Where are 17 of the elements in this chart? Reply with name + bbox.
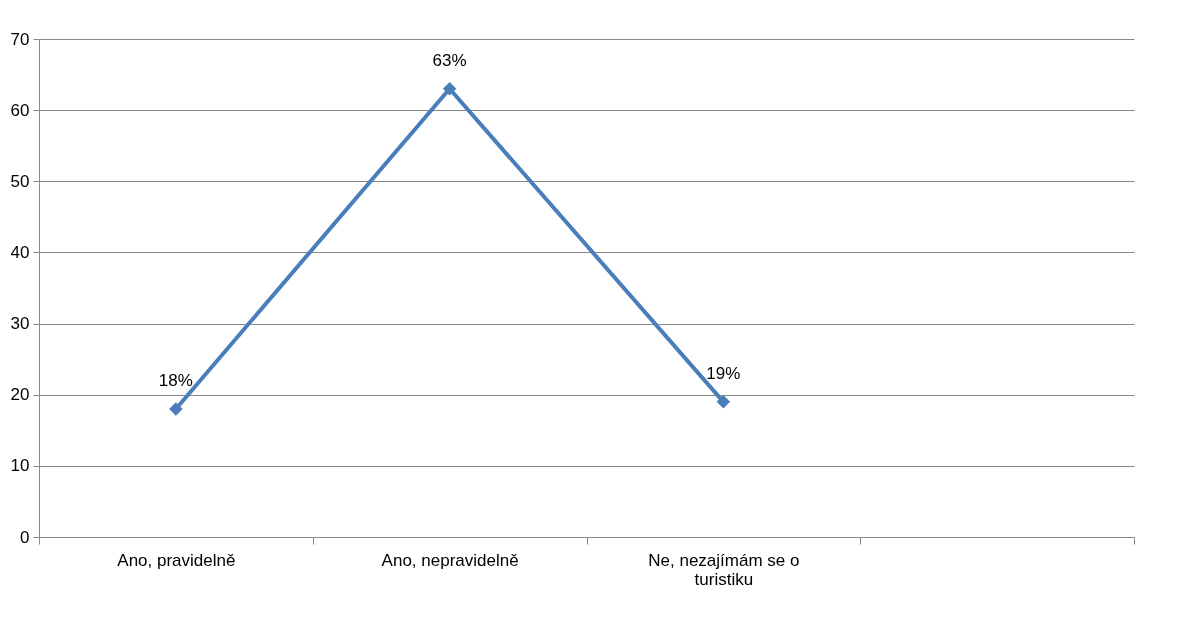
y-tick-label: 50 [10, 171, 30, 191]
x-tick-label: Ne, nezajímám se o turistiku [648, 550, 800, 589]
point [716, 395, 731, 409]
y-tick-label: 30 [10, 314, 30, 334]
y-tick-label: 10 [10, 456, 30, 476]
y-tick-label: 60 [10, 100, 30, 120]
y-tick-label: 40 [10, 242, 30, 262]
data-label: 18% [158, 370, 193, 390]
data-label: 19% [706, 363, 741, 383]
y-tick-label: 20 [10, 385, 30, 405]
data-label: 63% [432, 50, 467, 70]
point [442, 82, 457, 96]
y-tick-label: 70 [10, 29, 30, 49]
y-tick-label: 0 [20, 527, 30, 547]
point [169, 402, 183, 416]
x-tick-label: Ano, pravidelně [117, 550, 236, 570]
x-tick-label: Ano, nepravidelně [381, 550, 519, 570]
